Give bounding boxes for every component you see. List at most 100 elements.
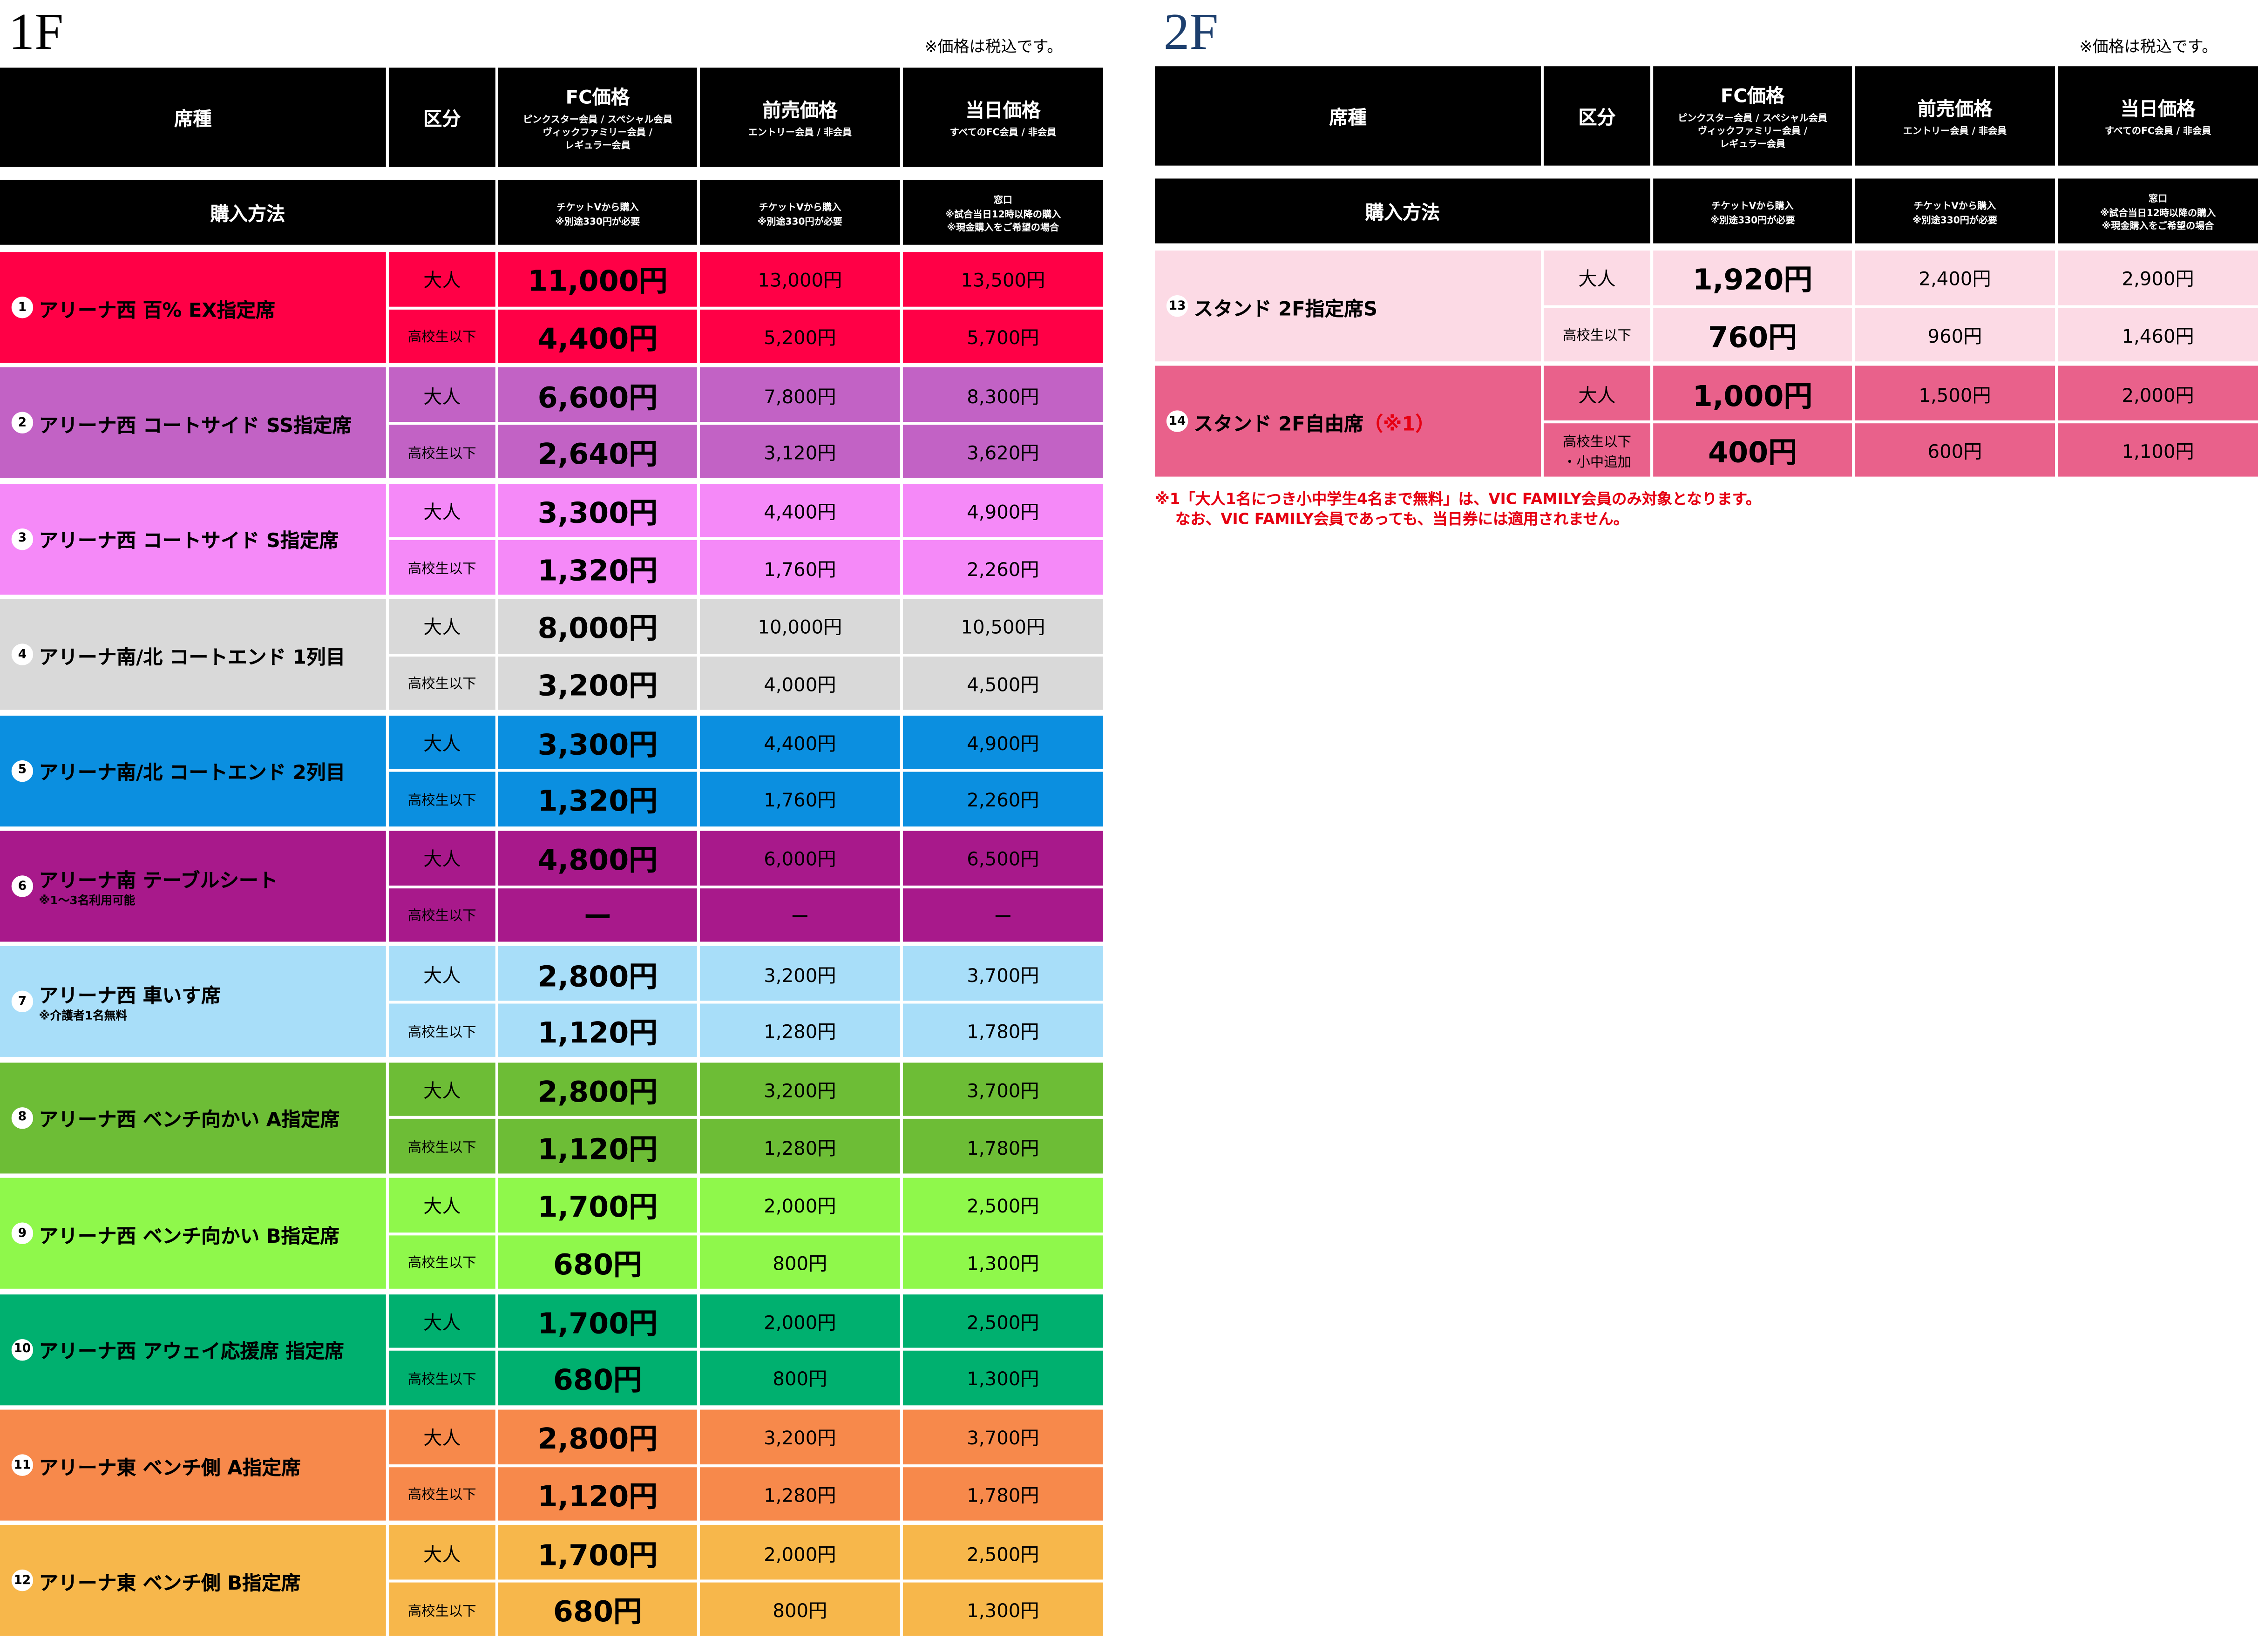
purchase-sub: ※別途330円が必要: [555, 215, 640, 227]
purchase-title: チケットVから購入: [1913, 199, 1996, 211]
purchase-title: チケットVから購入: [1711, 199, 1794, 211]
seat-title: アリーナ南/北 コートエンド 2列目: [39, 762, 346, 785]
price: 2,800円: [498, 1062, 697, 1117]
seat-name: 10 アリーナ西 アウェイ応援席 指定席: [0, 1293, 386, 1405]
price: 1,280円: [699, 1119, 900, 1173]
price: 1,460円: [2058, 307, 2258, 362]
seat-note: ※1〜3名利用可能: [39, 894, 136, 907]
price: 4,800円: [498, 831, 697, 885]
category: 大人: [388, 831, 495, 885]
header-dayof: 当日価格すべてのFC会員 / 非会員: [2058, 66, 2258, 166]
header-title: 当日価格: [2120, 99, 2196, 121]
category: 大人: [388, 1293, 495, 1348]
price: 3,120円: [699, 424, 900, 479]
purchase-sub: ※別途330円が必要: [1912, 214, 1998, 225]
seat-label: スタンド 2F自由席（※1）: [1194, 407, 1435, 436]
price: 4,000円: [699, 656, 900, 711]
price: 1,320円: [498, 772, 697, 826]
price: 1,120円: [498, 1466, 697, 1521]
header-category: 区分: [388, 68, 495, 167]
seat-number: 12: [11, 1570, 34, 1592]
seat-name: 5 アリーナ南/北 コートエンド 2列目: [0, 715, 386, 826]
header-sub: ピンクスター会員 / スペシャル会員 ヴィックファミリー会員 / レギュラー会員: [1678, 112, 1827, 150]
seat-name: 1 アリーナ西 百% EX指定席: [0, 252, 386, 363]
seat-label: アリーナ南/北 コートエンド 2列目: [39, 756, 345, 785]
header-advance: 前売価格 エントリー会員 / 非会員: [1855, 66, 2055, 166]
seat-block: 5 アリーナ南/北 コートエンド 2列目 大人 3,300円 4,400円 4,900円高…: [0, 715, 1103, 826]
price: 800円: [699, 1235, 900, 1289]
seat-block: 1 アリーナ西 百% EX指定席 大人 11,000円 13,000円 13,500円 高校…: [0, 252, 1103, 363]
seat-name: 9 アリーナ西 ベンチ向かい B指定席: [0, 1178, 386, 1289]
purchase-sub: ※別途330円が必要: [757, 215, 842, 227]
seat-note: ※介護者1名無料: [39, 1010, 128, 1023]
category: 大人: [388, 367, 495, 422]
purchase-row: 購入方法 チケットVから購入 ※別途330円が必要 チケットVから購入 ※別途330円が…: [1155, 178, 2258, 244]
seat-block: 11 アリーナ東 ベンチ側 A指定席 大人 2,800円 3,200円 3,700円 高校生…: [0, 1409, 1103, 1521]
price: 3,300円: [498, 715, 697, 769]
price: 1,700円: [498, 1525, 697, 1580]
category: 高校生以下: [388, 424, 495, 479]
purchase-title: 窓口: [993, 194, 1013, 206]
price: 3,200円: [498, 656, 697, 711]
category: 大人: [388, 483, 495, 538]
header-dayof: 当日価格 すべてのFC会員 / 非会員: [902, 68, 1103, 167]
price: 4,400円: [498, 309, 697, 363]
price: 1,300円: [902, 1582, 1103, 1637]
price: 3,700円: [902, 946, 1103, 1001]
price: 2,000円: [2058, 366, 2258, 420]
price: 1,500円: [1855, 366, 2055, 420]
price: 1,920円: [1653, 251, 1852, 305]
price: 1,120円: [498, 1003, 697, 1058]
seat-label: アリーナ東 ベンチ側 A指定席: [39, 1451, 300, 1479]
price: 680円: [498, 1235, 697, 1289]
floor-title: 1F: [8, 3, 64, 61]
price: 10,500円: [902, 599, 1103, 654]
price: 1,320円: [498, 540, 697, 595]
seat-block: 10 アリーナ西 アウェイ応援席 指定席 大人 1,700円 2,000円 2,500円高…: [0, 1293, 1103, 1405]
price: 4,400円: [699, 715, 900, 769]
category: 大人: [388, 1409, 495, 1464]
price: 1,000円: [1653, 366, 1852, 420]
price: 3,300円: [498, 483, 697, 538]
seat-name: 2 アリーナ西 コートサイド SS指定席: [0, 367, 386, 479]
price: 1,760円: [699, 540, 900, 595]
price: 2,500円: [902, 1178, 1103, 1232]
seat-label: アリーナ西 ベンチ向かい B指定席: [39, 1219, 339, 1248]
price: 5,700円: [902, 309, 1103, 363]
price: 680円: [498, 1582, 697, 1637]
header-row: 席種 区分 FC価格 ピンクスター会員 / スペシャル会員 ヴィックファミリー会員 /…: [1155, 66, 2258, 166]
price: 800円: [699, 1351, 900, 1405]
header-sub: すべてのFC会員 / 非会員: [2104, 125, 2211, 137]
seat-name: 3 アリーナ西 コートサイド S指定席: [0, 483, 386, 595]
tax-note: ※価格は税込です。: [2079, 37, 2218, 56]
price: ー: [699, 887, 900, 942]
price: 1,280円: [699, 1003, 900, 1058]
seat-number: 8: [11, 1107, 34, 1129]
price: ー: [902, 887, 1103, 942]
seat-number: 4: [11, 643, 34, 666]
purchase-title: チケットVから購入: [759, 201, 841, 213]
price: 2,260円: [902, 772, 1103, 826]
header-advance: 前売価格 エントリー会員 / 非会員: [699, 68, 900, 167]
category: 高校生以下: [388, 1466, 495, 1521]
header-fc: FC価格 ピンクスター会員 / スペシャル会員 ヴィックファミリー会員 / レギュ…: [498, 68, 697, 167]
header-sub: エントリー会員 / 非会員: [1903, 125, 2007, 137]
header-seat: 席種: [0, 68, 386, 167]
price: 11,000円: [498, 252, 697, 306]
seat-title: アリーナ西 ベンチ向かい B指定席: [39, 1225, 339, 1248]
purchase-dayof: 窓口 ※試合当日12時以降の購入 ※現金購入をご希望の場合: [2058, 178, 2258, 244]
seat-label: アリーナ東 ベンチ側 B指定席: [39, 1566, 300, 1595]
category: 高校生以下: [388, 540, 495, 595]
category: 大人: [388, 946, 495, 1001]
header-sub: ピンクスター会員 / スペシャル会員 ヴィックファミリー会員 / レギュラー会員: [522, 114, 672, 151]
seat-number: 6: [11, 875, 34, 897]
seat-title: スタンド 2F自由席: [1193, 413, 1364, 436]
purchase-sub: ※別途330円が必要: [1710, 214, 1795, 225]
purchase-advance: チケットVから購入 ※別途330円が必要: [699, 180, 900, 245]
seat-block: 4 アリーナ南/北 コートエンド 1列目 大人 8,000円 10,000円 10,500…: [0, 599, 1103, 711]
price: 13,000円: [699, 252, 900, 306]
seat-number: 14: [1166, 411, 1188, 433]
seat-label: アリーナ西 コートサイド SS指定席: [39, 409, 352, 437]
price: ー: [498, 887, 697, 942]
seat-label: アリーナ南 テーブルシート ※1〜3名利用可能: [39, 864, 278, 909]
